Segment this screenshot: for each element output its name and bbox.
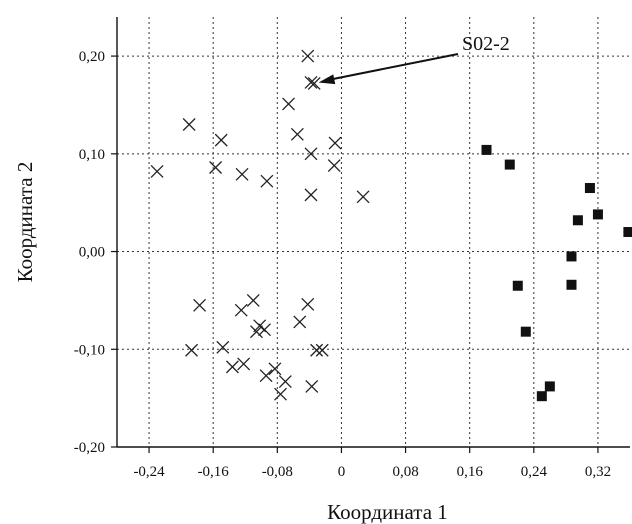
x-tick-label: -0,24 (133, 464, 165, 480)
cross-point (278, 375, 292, 388)
x-tick-label: 0,32 (585, 464, 611, 480)
x-ticks: -0,24 -0,16 -0,08 0 0,08 0,16 0,24 0,32 (133, 447, 611, 480)
cross-point (304, 76, 318, 89)
square-point (592, 209, 603, 220)
x-tick-label: -0,16 (198, 464, 230, 480)
square-point (520, 326, 531, 337)
cross-point (246, 293, 260, 307)
y-tick-label: 0,20 (79, 49, 105, 65)
cross-point (182, 118, 196, 131)
cross-point (304, 147, 318, 161)
square-point (481, 144, 492, 155)
annotation-label: S02-2 (462, 33, 510, 55)
cross-point (307, 76, 321, 90)
x-tick-label: 0 (338, 464, 346, 480)
cross-point (290, 127, 304, 141)
square-point (544, 381, 555, 392)
grid (117, 17, 630, 447)
square-point (584, 183, 595, 194)
cross-point (328, 136, 342, 150)
cross-point (304, 188, 318, 202)
cross-point (310, 343, 324, 357)
cross-point (301, 49, 315, 63)
square-point (566, 251, 577, 262)
cross-point (274, 387, 287, 401)
cross-point (293, 315, 307, 329)
cross-point (268, 362, 282, 376)
y-tick-label: 0,10 (79, 147, 105, 163)
x-tick-label: 0,16 (457, 464, 484, 480)
x-tick-label: 0,24 (521, 464, 548, 480)
x-tick-label: -0,08 (262, 464, 293, 480)
cross-point (193, 298, 207, 312)
annotation-arrow-line (330, 53, 459, 81)
cross-point (185, 343, 199, 357)
cross-point (305, 379, 319, 393)
cross-point (235, 167, 249, 181)
y-tick-label: -0,20 (74, 440, 105, 456)
y-tick-label: 0,00 (79, 245, 105, 261)
x-axis-title: Координата 1 (327, 500, 448, 524)
cross-point (225, 360, 239, 374)
x-tick-label: 0,08 (392, 464, 418, 480)
cross-point (282, 97, 295, 111)
cross-point (209, 161, 223, 174)
cross-point (258, 323, 271, 337)
cross-point (214, 133, 228, 147)
cross-point (301, 297, 315, 311)
square-point (623, 227, 632, 237)
cross-point (327, 159, 341, 173)
axes (116, 17, 630, 448)
cross-point (150, 164, 164, 178)
data-points (150, 49, 632, 402)
square-point (504, 159, 515, 170)
cross-point (237, 357, 251, 371)
annotations: S02-2 (318, 33, 510, 85)
cross-point (234, 303, 248, 317)
cross-point (216, 340, 230, 354)
square-point (536, 391, 547, 402)
y-axis-title: Координата 2 (13, 162, 37, 283)
y-ticks: 0,20 0,10 0,00 -0,10 -0,20 (74, 49, 117, 456)
square-point (566, 279, 577, 290)
annotation-arrow-head (318, 74, 336, 85)
cross-point (259, 369, 273, 383)
cross-point (250, 325, 263, 339)
y-tick-label: -0,10 (74, 342, 105, 358)
cross-point (260, 174, 274, 188)
cross-point (356, 190, 370, 204)
square-point (512, 280, 523, 291)
square-point (572, 215, 583, 226)
cross-point (315, 343, 329, 357)
